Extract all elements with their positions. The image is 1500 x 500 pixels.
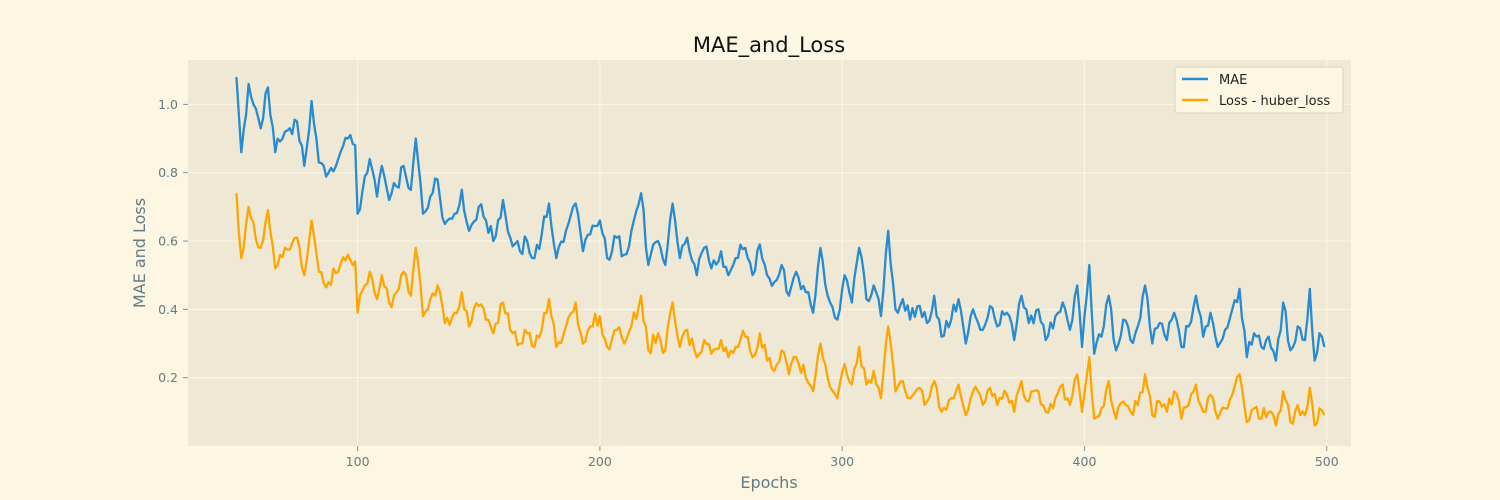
y-axis-label: MAE and Loss [130,198,149,308]
y-tick-label: 1.0 [158,97,178,112]
x-tick-label: 400 [1073,454,1097,469]
x-tick-label: 200 [588,454,612,469]
legend-label-mae: MAE [1219,73,1247,88]
y-tick-label: 0.6 [158,234,178,249]
series-line-mae [235,77,1326,362]
plot-area [188,60,1351,446]
y-tick-label: 0.2 [158,370,178,385]
grid-lines [188,60,1351,446]
series-line-loss [235,193,1326,427]
x-tick-label: 500 [1315,454,1339,469]
x-tick-label: 100 [346,454,370,469]
legend-box [1174,66,1344,114]
y-axis-ticks: 0.2 0.4 0.6 0.8 1.0 [158,97,188,385]
y-tick-label: 0.8 [158,165,178,180]
x-axis-label: Epochs [740,473,797,492]
y-tick-label: 0.4 [158,302,178,317]
legend: MAE Loss - huber_loss [1174,66,1344,114]
chart-title: MAE_and_Loss [693,33,845,58]
x-tick-label: 300 [830,454,854,469]
series-layer [235,77,1326,427]
legend-label-loss: Loss - huber_loss [1219,94,1330,109]
x-axis-ticks: 100 200 300 400 500 [346,446,1339,469]
